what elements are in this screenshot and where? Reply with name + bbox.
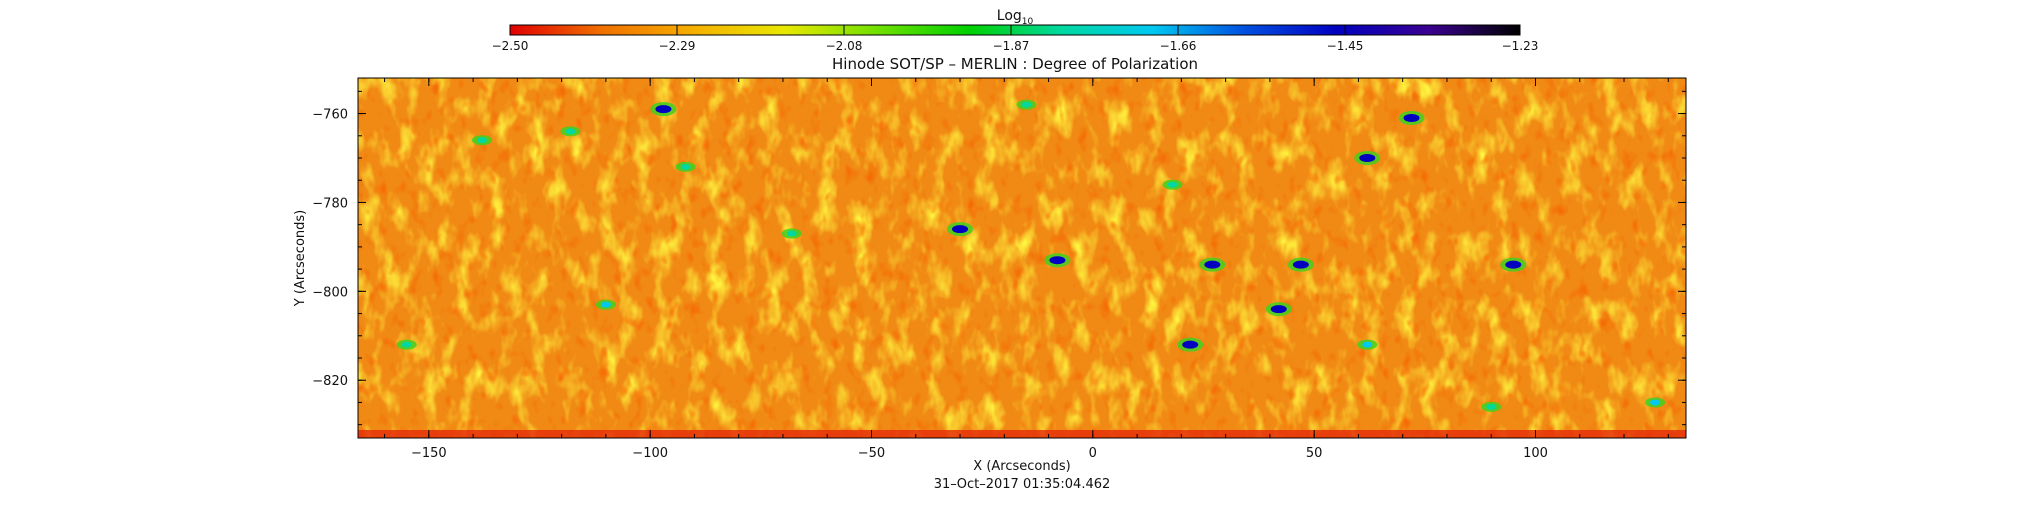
x-tick-label: −150 (411, 446, 447, 461)
plot-frame (357, 77, 1687, 439)
colorbar-tick-label: −2.50 (492, 39, 529, 53)
y-tick-label: −800 (312, 285, 348, 300)
y-tick-label: −820 (312, 374, 348, 389)
feature-core (1650, 399, 1661, 406)
y-axis: −760 −780 −800 −820 (312, 90, 1686, 426)
x-tick-label: −100 (632, 446, 668, 461)
feature-core (1362, 341, 1373, 348)
y-axis-label: Y (Arcseconds) (293, 210, 308, 307)
feature-core (655, 105, 672, 114)
feature-core (1049, 256, 1066, 265)
feature-core (1182, 340, 1199, 349)
x-axis-label: X (Arcseconds) (973, 459, 1070, 474)
feature-core (1167, 181, 1178, 188)
colorbar-ticks: −2.50 −2.29 −2.08 −1.87 −1.66 −1.45 −1.23 (492, 25, 1539, 53)
heatmap-features (396, 99, 1666, 412)
x-tick-label: 0 (1089, 446, 1097, 461)
colorbar-tick-label: −2.08 (826, 39, 863, 53)
feature-core (401, 341, 412, 348)
colorbar-tick-label: −1.87 (993, 39, 1030, 53)
colorbar-tick-label: −2.29 (659, 39, 696, 53)
timestamp: 31–Oct–2017 01:35:04.462 (934, 477, 1111, 492)
feature-core (565, 128, 576, 135)
feature-core (476, 137, 487, 144)
colorbar-tick-label: −1.23 (1502, 39, 1539, 53)
y-tick-label: −780 (312, 196, 348, 211)
feature-core (1021, 101, 1032, 108)
feature-core (1359, 154, 1376, 162)
heatmap-texture-red (358, 78, 1686, 438)
feature-core (786, 230, 797, 237)
y-tick-label: −760 (312, 108, 348, 123)
colorbar-label: Log10 (997, 8, 1034, 27)
x-tick-label: −50 (858, 446, 885, 461)
feature-core (1292, 260, 1309, 269)
feature-core (1486, 403, 1497, 410)
feature-core (1505, 260, 1522, 269)
colorbar-tick-label: −1.45 (1327, 39, 1364, 53)
feature-core (600, 301, 611, 308)
plot-area (358, 78, 1686, 438)
feature-core (680, 163, 691, 170)
feature-core (952, 225, 969, 234)
heatmap-bottom-strip (358, 430, 1686, 438)
colorbar: Log10 −2.50 −2.29 −2.08 −1.87 −1.66 −1.45 −1.2… (492, 8, 1539, 53)
x-tick-label: 50 (1306, 446, 1323, 461)
x-tick-label: 100 (1523, 446, 1548, 461)
x-axis: −150 −100 −50 0 50 100 (384, 78, 1669, 461)
colorbar-tick-label: −1.66 (1160, 39, 1197, 53)
feature-core (1204, 260, 1221, 269)
colorbar-gradient (509, 24, 1521, 36)
feature-core (1270, 305, 1287, 314)
feature-core (1403, 114, 1420, 122)
chart-title: Hinode SOT/SP – MERLIN : Degree of Polar… (832, 55, 1198, 73)
